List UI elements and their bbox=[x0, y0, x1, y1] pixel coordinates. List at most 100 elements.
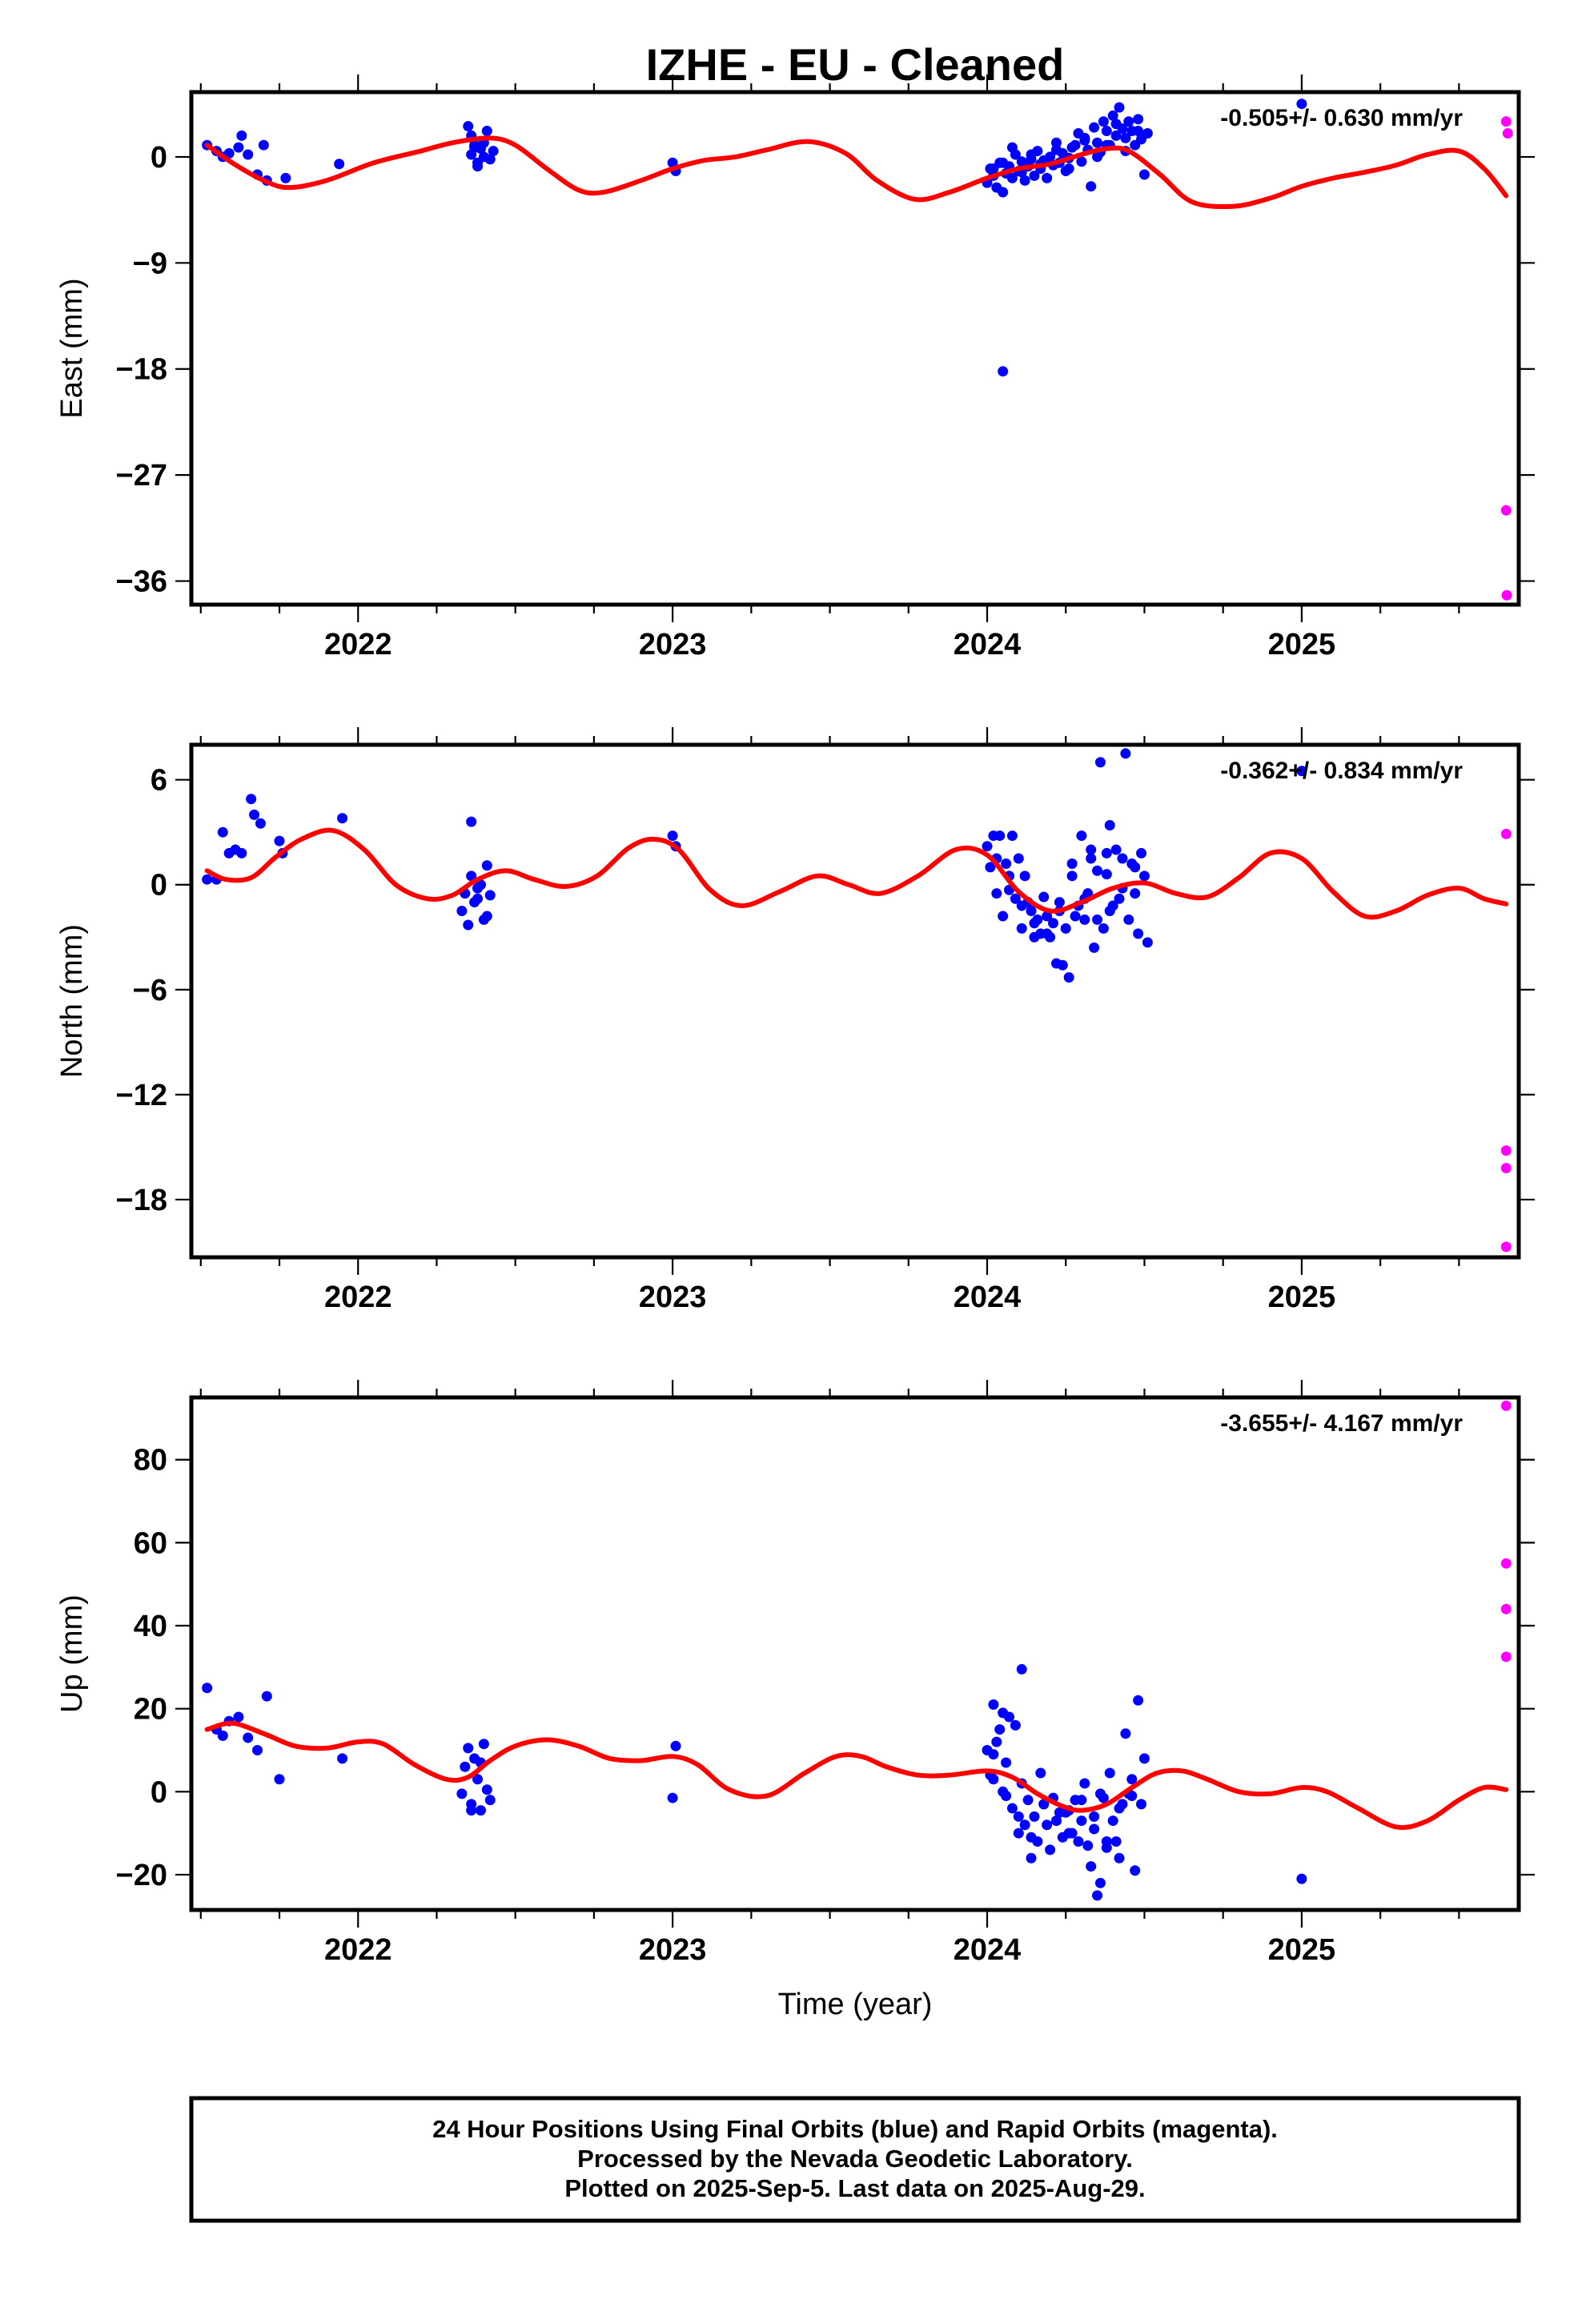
up-final-point bbox=[1029, 1811, 1039, 1822]
up-final-point bbox=[460, 1762, 470, 1772]
north-final-point bbox=[1120, 748, 1130, 758]
up-final-point bbox=[275, 1774, 285, 1784]
y-tick-label: 6 bbox=[151, 764, 167, 798]
north-final-point bbox=[1142, 937, 1153, 947]
x-tick-label: 2023 bbox=[639, 1281, 707, 1314]
east-model-curve bbox=[207, 138, 1507, 207]
east-final-point bbox=[236, 131, 247, 141]
east-data-layer bbox=[202, 99, 1513, 601]
up-final-point bbox=[1092, 1890, 1102, 1900]
east-final-point bbox=[998, 366, 1008, 376]
up-final-point bbox=[479, 1739, 489, 1749]
north-final-point bbox=[1089, 943, 1099, 953]
y-tick-label: −27 bbox=[116, 459, 167, 493]
up-final-point bbox=[1007, 1803, 1018, 1814]
north-final-point bbox=[1017, 923, 1027, 934]
north-final-point bbox=[275, 836, 285, 846]
y-tick-label: −20 bbox=[116, 1859, 167, 1892]
up-model-curve bbox=[207, 1723, 1507, 1827]
up-final-point bbox=[1073, 1836, 1083, 1847]
north-final-point bbox=[1130, 862, 1140, 872]
north-final-point bbox=[1105, 820, 1115, 830]
caption-line-1: 24 Hour Positions Using Final Orbits (bl… bbox=[432, 2115, 1278, 2143]
y-tick-label: −18 bbox=[116, 353, 167, 387]
x-tick-label: 2023 bbox=[639, 628, 707, 661]
east-final-point bbox=[463, 121, 473, 131]
east-final-point bbox=[1133, 114, 1143, 124]
x-tick-label: 2025 bbox=[1268, 628, 1336, 661]
east-final-point bbox=[1133, 126, 1143, 136]
up-final-point bbox=[668, 1793, 678, 1803]
north-rapid-point bbox=[1501, 829, 1512, 839]
up-final-point bbox=[476, 1805, 486, 1815]
up-final-point bbox=[1102, 1836, 1112, 1847]
up-rate-label: -3.655+/- 4.167 mm/yr bbox=[1220, 1410, 1463, 1437]
north-final-point bbox=[1017, 900, 1027, 911]
east-final-point bbox=[1064, 163, 1074, 174]
north-final-point bbox=[1114, 894, 1125, 904]
north-final-point bbox=[1048, 918, 1058, 928]
panel-north: 2022 2023 2024 2025 6 0 −6 −12 −18 North (mm) -0.3… bbox=[55, 727, 1535, 1314]
north-final-point bbox=[1092, 866, 1102, 876]
up-final-point bbox=[233, 1712, 243, 1723]
up-final-point bbox=[991, 1737, 1002, 1747]
panel-up: 2022 2023 2024 2025806040200−20Up (mm)-3.65… bbox=[55, 1380, 1535, 1967]
north-final-point bbox=[1007, 830, 1018, 841]
up-final-point bbox=[1296, 1874, 1307, 1884]
up-final-point bbox=[994, 1724, 1005, 1735]
north-final-point bbox=[1001, 858, 1011, 869]
north-final-point bbox=[236, 848, 247, 858]
x-tick-label: 2024 bbox=[954, 1933, 1022, 1967]
y-tick-label: 0 bbox=[151, 1775, 167, 1809]
up-final-point bbox=[988, 1774, 998, 1784]
east-final-point bbox=[1079, 135, 1090, 146]
north-plot-frame bbox=[191, 745, 1519, 1257]
up-final-point bbox=[1089, 1823, 1099, 1834]
up-final-point bbox=[202, 1683, 212, 1693]
y-tick-label: −6 bbox=[133, 974, 167, 1007]
y-tick-label: 80 bbox=[134, 1444, 167, 1478]
east-final-point bbox=[1092, 138, 1102, 148]
north-model-curve bbox=[207, 830, 1507, 918]
x-tick-label: 2023 bbox=[639, 1933, 707, 1967]
north-final-point bbox=[466, 817, 476, 827]
north-rate-label: -0.362+/- 0.834 mm/yr bbox=[1220, 758, 1463, 784]
y-tick-label: 40 bbox=[134, 1610, 167, 1643]
north-final-point bbox=[1026, 906, 1037, 916]
up-final-point bbox=[1064, 1828, 1074, 1839]
up-final-point bbox=[1020, 1819, 1030, 1830]
east-final-point bbox=[1139, 169, 1150, 179]
x-tick-label: 2025 bbox=[1268, 1281, 1336, 1314]
up-plot-frame bbox=[191, 1397, 1519, 1910]
east-final-point bbox=[334, 159, 344, 169]
up-final-point bbox=[1035, 1767, 1046, 1778]
up-final-point bbox=[1017, 1664, 1027, 1675]
up-final-point bbox=[1076, 1815, 1086, 1826]
north-final-point bbox=[1130, 888, 1140, 899]
caption-line-2: Processed by the Nevada Geodetic Laborat… bbox=[577, 2145, 1133, 2173]
east-rapid-point bbox=[1501, 116, 1512, 127]
east-final-point bbox=[472, 161, 483, 171]
up-final-point bbox=[1026, 1832, 1037, 1843]
north-final-point bbox=[1076, 830, 1086, 841]
north-final-point bbox=[1064, 972, 1074, 983]
up-final-point bbox=[1076, 1795, 1086, 1805]
east-final-point bbox=[1098, 116, 1109, 127]
up-y-axis-label: Up (mm) bbox=[55, 1594, 89, 1713]
east-final-point bbox=[243, 149, 253, 159]
up-final-point bbox=[1045, 1844, 1055, 1855]
up-final-point bbox=[482, 1784, 492, 1795]
east-final-point bbox=[1114, 103, 1125, 113]
up-final-point bbox=[1014, 1828, 1024, 1839]
north-final-point bbox=[1067, 858, 1078, 869]
east-y-axis-label: East (mm) bbox=[55, 278, 89, 418]
up-final-point bbox=[1133, 1695, 1143, 1706]
up-final-point bbox=[243, 1732, 253, 1743]
east-final-point bbox=[1142, 128, 1153, 139]
east-final-point bbox=[1051, 145, 1062, 155]
up-rapid-point bbox=[1501, 1651, 1512, 1662]
north-final-point bbox=[456, 906, 467, 916]
east-final-point bbox=[1102, 126, 1112, 136]
up-final-point bbox=[1089, 1811, 1099, 1822]
up-rapid-point bbox=[1501, 1558, 1512, 1569]
